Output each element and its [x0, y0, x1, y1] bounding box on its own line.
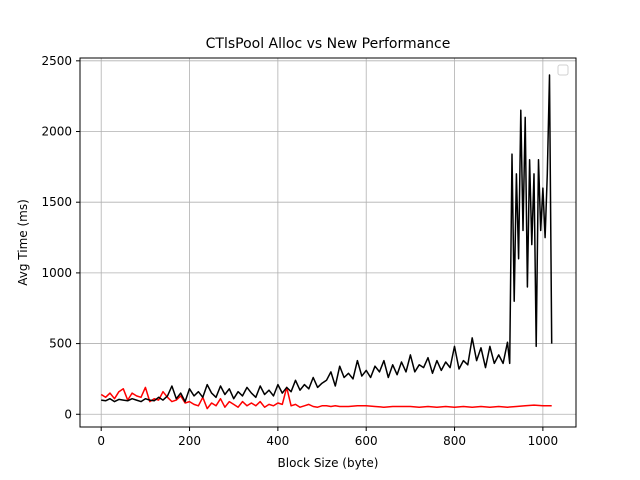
x-tick-label: 0: [97, 434, 105, 448]
x-tick-label: 200: [178, 434, 201, 448]
y-tick-label: 1500: [41, 195, 72, 209]
chart-title: CTlsPool Alloc vs New Performance: [206, 36, 451, 52]
legend-box: [557, 64, 569, 76]
grid-lines: [80, 58, 576, 427]
x-axis-ticks: 0 200 400 600 800 1000: [97, 427, 558, 448]
x-axis-label: Block Size (byte): [278, 456, 379, 470]
plot-frame: [79, 57, 577, 428]
x-tick-label: 600: [355, 434, 378, 448]
series-line-2: [101, 74, 553, 403]
series-line-1: [100, 386, 552, 410]
y-axis-label: Avg Time (ms): [16, 199, 30, 286]
y-tick-label: 2500: [41, 54, 72, 68]
y-tick-label: 2000: [41, 125, 72, 139]
y-axis-ticks: 0 500 1000 1500 2000 2500: [41, 54, 80, 421]
y-tick-label: 1000: [41, 266, 72, 280]
series-lines: [100, 74, 553, 410]
y-tick-label: 0: [64, 407, 72, 421]
x-tick-label: 1000: [528, 434, 559, 448]
x-tick-label: 800: [443, 434, 466, 448]
y-tick-label: 500: [49, 337, 72, 351]
x-tick-label: 400: [266, 434, 289, 448]
